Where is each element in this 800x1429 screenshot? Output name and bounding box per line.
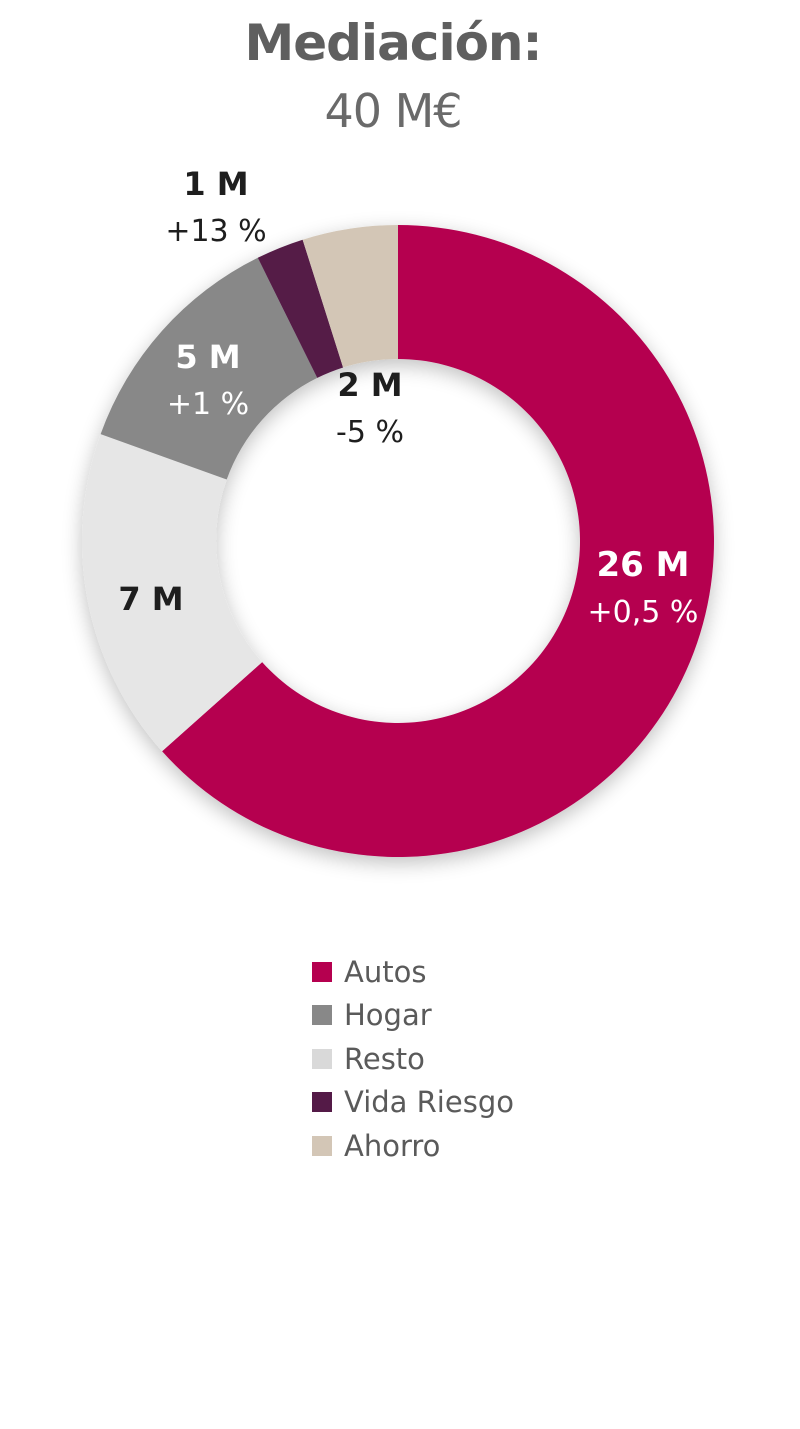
slice-autos [162,225,715,858]
slice-hogar [100,257,318,480]
value-label-hogar: 5 M [175,338,240,376]
slice-resto [81,434,263,752]
legend-label-autos: Autos [344,954,427,989]
legend-label-vida-riesgo: Vida Riesgo [344,1085,514,1120]
legend-label-resto: Resto [344,1041,425,1076]
legend-item-resto: Resto [312,1037,612,1081]
legend-item-vida-riesgo: Vida Riesgo [312,1081,612,1125]
legend-swatch-vida-riesgo [312,1092,332,1113]
legend-item-hogar: Hogar [312,994,612,1038]
donut-chart: 26 M +0,5 % 7 M 5 M +1 % 1 M +13 % 2 M -5 % [81,165,715,858]
slice-vida-riesgo [257,239,344,378]
legend-label-hogar: Hogar [344,998,432,1033]
value-label-resto: 7 M [118,580,183,618]
legend-swatch-ahorro [312,1135,332,1156]
change-label-hogar: +1 % [167,387,249,422]
change-label-autos: +0,5 % [588,595,699,630]
chart-subtitle: 40 M€ [324,84,462,138]
legend-label-ahorro: Ahorro [344,1128,441,1163]
value-label-vida-riesgo: 1 M [183,165,248,203]
legend-item-ahorro: Ahorro [312,1124,612,1168]
value-label-ahorro: 2 M [337,366,402,404]
value-label-autos: 26 M [597,545,690,585]
legend-swatch-resto [312,1048,332,1069]
change-label-vida-riesgo: +13 % [165,214,266,249]
legend-item-autos: Autos [312,950,612,994]
slice-ahorro [302,225,398,368]
slice-labels: 26 M +0,5 % 7 M 5 M +1 % 1 M +13 % 2 M -5 % [118,165,698,630]
legend-swatch-autos [312,961,332,982]
legend: Autos Hogar Resto Vida Riesgo Ahorro [312,950,612,1168]
donut-slices [81,225,715,858]
chart-title: Mediación: [244,14,542,72]
legend-swatch-hogar [312,1005,332,1026]
change-label-ahorro: -5 % [336,415,404,450]
